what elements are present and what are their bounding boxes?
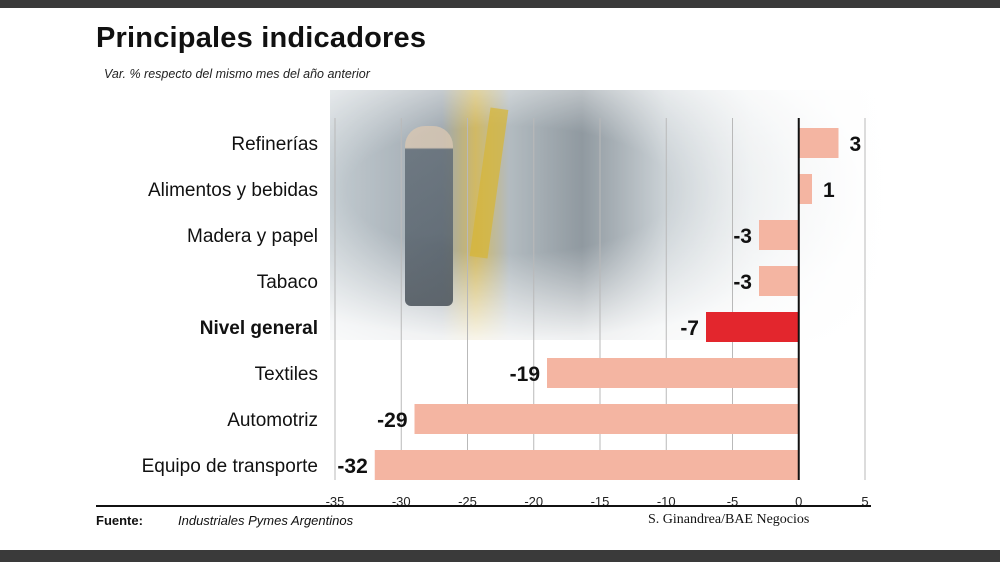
bar [374,450,799,480]
data-label: 3 [850,133,862,156]
credit-text: S. Ginandrea/BAE Negocios [648,512,810,527]
category-label: Alimentos y bebidas [148,180,318,201]
data-label: -32 [337,455,367,478]
x-tick-label: 5 [861,494,868,509]
data-label: -3 [733,225,752,248]
category-label: Equipo de transporte [142,456,318,477]
data-label: -3 [733,271,752,294]
chart-title: Principales indicadores [96,22,427,54]
chart-subtitle: Var. % respecto del mismo mes del año an… [104,67,370,81]
category-label: Automotriz [227,410,318,431]
footer-divider [96,505,871,507]
x-tick-label: 0 [795,494,802,509]
bar [547,358,799,388]
data-label: -29 [377,409,407,432]
x-tick-label: -5 [727,494,739,509]
bar [759,220,799,250]
source-label: Fuente: [96,513,143,528]
bar [706,312,799,342]
bar [798,128,839,158]
category-label: Nivel general [200,318,318,339]
bar [759,266,799,296]
top-frame-border [0,0,1000,8]
category-label: Madera y papel [187,226,318,247]
bar [798,174,812,204]
bar [414,404,799,434]
category-label: Tabaco [257,272,318,293]
infographic-panel: Principales indicadores Var. % respecto … [0,8,1000,550]
category-label: Textiles [255,364,318,385]
source-text: Industriales Pymes Argentinos [178,513,354,528]
data-label: 1 [823,179,835,202]
bar-chart: Refinerías 3 Alimentos y bebidas 1 Madera y … [142,118,869,509]
bottom-frame-border [0,550,1000,562]
category-label: Refinerías [231,134,318,155]
worker-figure-image [405,126,453,306]
data-label: -19 [510,363,540,386]
data-label: -7 [680,317,699,340]
